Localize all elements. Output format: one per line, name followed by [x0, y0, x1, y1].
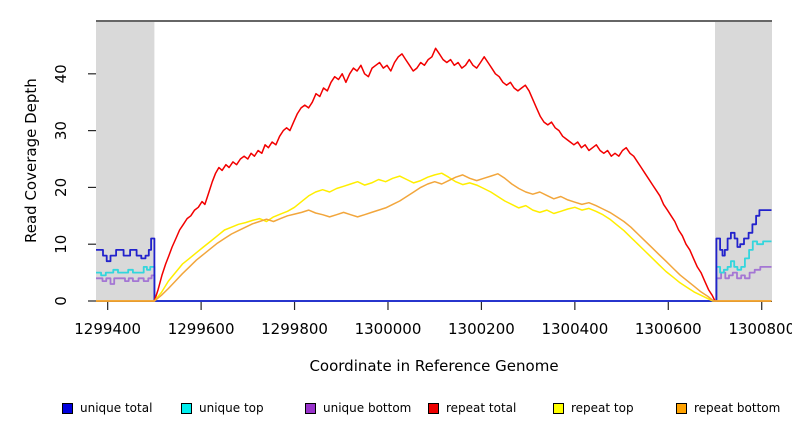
- x-tick-label: 1300000: [355, 320, 422, 338]
- series-line-unique-top: [96, 240, 772, 302]
- x-tick-label: 1300600: [635, 320, 702, 338]
- y-axis-title: Read Coverage Depth: [22, 78, 40, 244]
- y-tick-label: 30: [52, 121, 70, 140]
- series-line-unique-total: [96, 209, 772, 302]
- x-tick-label: 1299800: [261, 320, 328, 338]
- series-line-repeat-bottom: [96, 173, 772, 302]
- x-tick-label: 1299600: [168, 320, 235, 338]
- shaded-region-0: [96, 21, 155, 301]
- y-tick-label: 0: [52, 296, 70, 306]
- series-line-repeat-total: [96, 47, 772, 302]
- shaded-region-1: [715, 21, 772, 301]
- y-tick-label: 20: [52, 178, 70, 197]
- series-line-repeat-top: [96, 172, 772, 302]
- series-line-unique-bottom: [96, 265, 772, 302]
- x-tick-label: 1300800: [728, 320, 792, 338]
- x-tick-label: 1300200: [448, 320, 515, 338]
- y-tick-label: 40: [52, 64, 70, 83]
- y-tick-label: 10: [52, 235, 70, 254]
- x-tick-label: 1300400: [541, 320, 608, 338]
- x-axis-title: Coordinate in Reference Genome: [309, 357, 559, 375]
- x-tick-label: 1299400: [74, 320, 141, 338]
